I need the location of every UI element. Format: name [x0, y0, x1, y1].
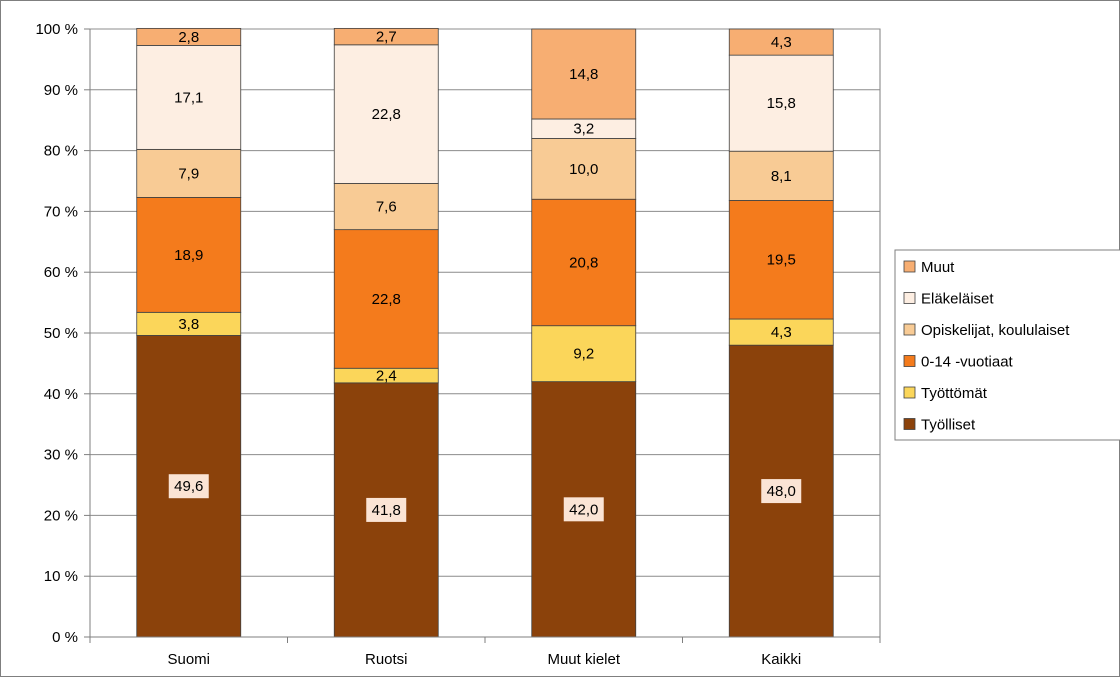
- bar-0-14-vuotiaat-ruotsi: [333, 229, 439, 369]
- legend-swatch-elakelaiset: [903, 292, 916, 304]
- data-label-0-14-vuotiaat-muut-kielet: 20,8: [569, 254, 598, 271]
- x-tick-label-kaikki: Kaikki: [761, 651, 801, 668]
- data-label-muut-suomi: 2,8: [178, 29, 199, 46]
- data-label-box: [366, 497, 407, 522]
- data-label-tyolliset-kaikki: 48,0: [767, 483, 796, 500]
- legend-label-opiskelijat-koululaiset: Opiskelijat, koululaiset: [921, 322, 1070, 339]
- data-label-tyolliset-ruotsi: 41,8: [372, 502, 401, 519]
- bar-muut-kaikki: [728, 28, 834, 56]
- bar-opiskelijat-koululaiset-kaikki: [728, 150, 834, 201]
- legend-swatch-0-14-vuotiaat: [903, 355, 916, 367]
- data-labels: 49,6 3,8 18,9 7,9 17,1 2,8 41,8 2,4 22,8 7,6 22,8 2…: [168, 29, 802, 522]
- legend-swatch-muut: [903, 260, 916, 273]
- legend-swatch-tyottomat: [903, 386, 916, 399]
- bar-elakelaiset-suomi: [136, 45, 242, 150]
- x-tick-label-suomi: Suomi: [167, 651, 210, 668]
- x-tick-label-ruotsi: Ruotsi: [365, 651, 408, 668]
- bar-opiskelijat-koululaiset-muut-kielet: [531, 138, 637, 200]
- data-label-opiskelijat-koululaiset-suomi: 7,9: [178, 165, 199, 182]
- bar-elakelaiset-kaikki: [728, 54, 834, 152]
- bar-0-14-vuotiaat-kaikki: [728, 200, 834, 320]
- y-tick-label: 10 %: [44, 568, 78, 585]
- legend-label-tyottomat: Työttömät: [921, 385, 988, 402]
- y-tick-label: 20 %: [44, 507, 78, 524]
- data-label-box: [563, 497, 604, 522]
- bar-0-14-vuotiaat-suomi: [136, 197, 242, 313]
- y-tick-label: 100 %: [35, 21, 78, 38]
- data-label-tyottomat-suomi: 3,8: [178, 316, 199, 333]
- data-label-tyottomat-ruotsi: 2,4: [376, 368, 397, 385]
- bar-muut-ruotsi: [333, 27, 439, 46]
- legend-label-elakelaiset: Eläkeläiset: [921, 291, 994, 308]
- bar-muut-suomi: [136, 27, 242, 46]
- data-label-tyottomat-muut-kielet: 9,2: [573, 346, 594, 363]
- legend-label-muut: Muut: [921, 259, 955, 276]
- data-label-0-14-vuotiaat-ruotsi: 22,8: [372, 291, 401, 308]
- y-tick-label: 70 %: [44, 203, 78, 220]
- data-label-box: [168, 474, 209, 499]
- data-label-0-14-vuotiaat-suomi: 18,9: [174, 247, 203, 264]
- data-label-elakelaiset-kaikki: 15,8: [767, 95, 796, 112]
- data-label-tyottomat-kaikki: 4,3: [771, 324, 792, 341]
- y-tick-label: 0 %: [52, 629, 78, 646]
- legend-swatch-opiskelijat-koululaiset: [903, 323, 916, 336]
- bar-opiskelijat-koululaiset-ruotsi: [333, 183, 439, 231]
- data-label-muut-ruotsi: 2,7: [376, 29, 397, 46]
- y-tick-label: 90 %: [44, 82, 78, 99]
- bar-elakelaiset-ruotsi: [333, 44, 439, 184]
- y-tick-label: 80 %: [44, 143, 78, 160]
- data-label-muut-kaikki: 4,3: [771, 34, 792, 51]
- bar-opiskelijat-koululaiset-suomi: [136, 148, 242, 198]
- y-tick-label: 50 %: [44, 325, 78, 342]
- y-tick-label: 60 %: [44, 264, 78, 281]
- y-tick-label: 30 %: [44, 447, 78, 464]
- data-label-opiskelijat-koululaiset-muut-kielet: 10,0: [569, 161, 598, 178]
- x-tick-label-muut-kielet: Muut kielet: [547, 651, 620, 668]
- data-label-elakelaiset-suomi: 17,1: [174, 89, 203, 106]
- legend-swatch-tyolliset: [903, 418, 916, 430]
- bar-tyottomat-muut-kielet: [531, 325, 637, 383]
- y-tick-label: 40 %: [44, 386, 78, 403]
- legend-label-tyolliset: Työlliset: [921, 417, 976, 434]
- axes: 0 % 10 % 20 % 30 % 40 % 50 % 60 % 70 % 80 % 90 % 1…: [35, 21, 881, 668]
- legend-box: [894, 249, 1120, 441]
- bar-0-14-vuotiaat-muut-kielet: [531, 198, 637, 327]
- data-label-tyolliset-muut-kielet: 42,0: [569, 501, 598, 518]
- legend-label-0-14-vuotiaat: 0-14 -vuotiaat: [921, 354, 1014, 371]
- data-label-opiskelijat-koululaiset-ruotsi: 7,6: [376, 199, 397, 216]
- bar-muut-muut-kielet: [531, 28, 637, 120]
- data-label-elakelaiset-ruotsi: 22,8: [372, 106, 401, 123]
- data-label-0-14-vuotiaat-kaikki: 19,5: [767, 252, 796, 269]
- legend: Muut Eläkeläiset Opiskelijat, koululaiset 0…: [894, 249, 1120, 441]
- data-label-tyolliset-suomi: 49,6: [174, 478, 203, 495]
- data-label-opiskelijat-koululaiset-kaikki: 8,1: [771, 168, 792, 185]
- data-label-box: [761, 479, 802, 504]
- data-label-elakelaiset-muut-kielet: 3,2: [573, 121, 594, 138]
- data-label-muut-muut-kielet: 14,8: [569, 66, 598, 83]
